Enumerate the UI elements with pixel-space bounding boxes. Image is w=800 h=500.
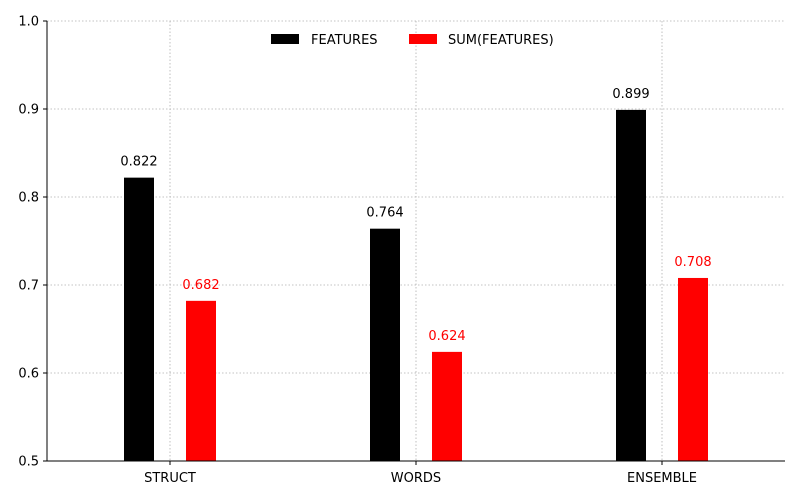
data-label: 0.899 — [612, 87, 649, 102]
x-tick-label: STRUCT — [144, 471, 196, 486]
legend-swatch — [271, 34, 299, 44]
x-tick-label: WORDS — [391, 471, 441, 486]
data-label: 0.682 — [182, 278, 219, 293]
x-tick-label: ENSEMBLE — [627, 471, 697, 486]
data-labels: 0.822 0.764 0.899 0.682 0.624 0.708 — [120, 87, 711, 344]
data-label: 0.624 — [428, 329, 465, 344]
y-tick-label: 0.5 — [18, 455, 39, 470]
y-tick-label: 0.8 — [18, 191, 39, 206]
axes: 0.5 0.6 0.7 0.8 0.9 1.0 STRUCT WORDS ENSEMBLE — [18, 15, 785, 486]
y-tick-label: 1.0 — [18, 15, 39, 30]
bar — [678, 277, 708, 461]
data-label: 0.822 — [120, 155, 157, 170]
bar — [124, 177, 154, 461]
data-label: 0.708 — [674, 255, 711, 270]
y-tick-label: 0.9 — [18, 103, 39, 118]
y-tick-label: 0.7 — [18, 279, 39, 294]
legend-swatch — [409, 34, 437, 44]
legend: FEATURES SUM(FEATURES) — [271, 33, 554, 48]
data-label: 0.764 — [366, 206, 403, 221]
bar — [432, 351, 462, 461]
bar — [186, 300, 216, 461]
legend-label: FEATURES — [311, 33, 378, 48]
bar — [616, 109, 646, 461]
legend-label: SUM(FEATURES) — [448, 33, 554, 48]
bars — [124, 109, 708, 461]
bar — [370, 228, 400, 461]
y-tick-label: 0.6 — [18, 367, 39, 382]
grid-lines — [47, 20, 785, 461]
